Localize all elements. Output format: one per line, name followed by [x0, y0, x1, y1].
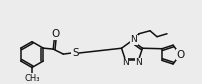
Text: N: N	[134, 58, 141, 67]
Text: O: O	[51, 29, 59, 39]
Text: CH₃: CH₃	[24, 74, 40, 83]
Text: S: S	[72, 48, 78, 58]
Text: O: O	[176, 50, 184, 60]
Text: N: N	[122, 58, 128, 67]
Text: N: N	[130, 35, 137, 44]
